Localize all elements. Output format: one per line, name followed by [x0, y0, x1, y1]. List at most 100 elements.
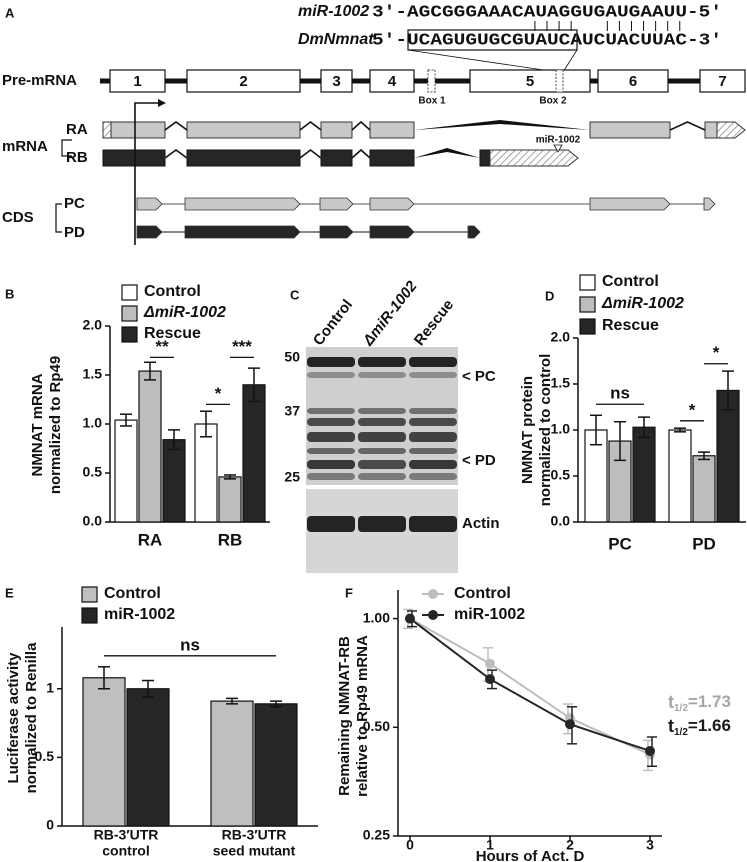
exon-number: 5: [526, 73, 534, 90]
cds-exon: [319, 197, 354, 211]
cds-label: PC: [64, 195, 85, 212]
data-point: [645, 745, 655, 756]
exon-rb: [369, 149, 415, 167]
isoform-label: RB: [66, 149, 88, 166]
x-tick-label: 1: [486, 837, 494, 853]
y-tick-label: 0.50: [363, 718, 390, 734]
significance-label: *: [689, 400, 696, 419]
legend-label: Control: [104, 585, 161, 602]
splice-junction: [669, 121, 706, 131]
y-tick-label: 2.0: [83, 317, 103, 333]
legend-label: Control: [454, 585, 511, 602]
exon: [186, 69, 301, 93]
splice-junction: [164, 121, 188, 131]
splice-junction: [299, 148, 322, 159]
zoom-line: [407, 49, 558, 73]
y-tick-label: 0.5: [83, 464, 103, 480]
legend-swatch: [579, 318, 596, 335]
y-axis-label: normalized to Rp49: [47, 356, 64, 494]
y-tick-label: 0.5: [551, 467, 571, 483]
band: [409, 460, 457, 469]
band: [358, 460, 406, 469]
band: [307, 516, 355, 532]
box-2: [555, 69, 564, 93]
bar: [126, 688, 170, 827]
x-tick-label: control: [102, 843, 149, 859]
band: [307, 418, 355, 426]
legend-swatch: [121, 305, 138, 322]
exon-ra: [320, 121, 353, 139]
cds-exon: [589, 197, 671, 211]
lane-label: Rescue: [411, 296, 457, 349]
exon: [320, 69, 353, 93]
legend-label: Control: [602, 273, 659, 290]
splice-junction: [351, 148, 371, 159]
exon-number: 3: [332, 73, 340, 90]
box-1: [427, 69, 436, 93]
mirna-name: miR-1002: [298, 3, 369, 20]
exon: [597, 69, 669, 93]
exons: 1 2 3 4 5 6 7: [109, 69, 746, 93]
cds-label: PD: [64, 224, 85, 241]
cds-exon: [467, 225, 481, 239]
splice-junction: [164, 149, 188, 159]
half-life-value: =1.66: [688, 716, 731, 735]
band: [409, 408, 457, 414]
bar: [82, 677, 126, 827]
data-point: [485, 658, 495, 669]
x-axis-label: Hours of Act. D: [476, 848, 585, 862]
legend-swatch: [121, 284, 138, 301]
panel-label: A: [5, 5, 15, 20]
x-tick-label: seed mutant: [213, 843, 296, 859]
row-label: Pre-mRNA: [2, 72, 77, 89]
series-line: [409, 617, 651, 756]
y-tick-label: 2.0: [551, 329, 571, 345]
tss-arrow: [134, 102, 158, 245]
exon: [369, 69, 415, 93]
band: [307, 460, 355, 469]
mirna-sequence: 3′-AGCGGGAAACAUAGGUGAUGAAUU-5′: [372, 3, 722, 22]
row-label: CDS: [2, 209, 34, 226]
bar: [632, 426, 656, 523]
y-tick-label: 1.5: [551, 375, 571, 391]
band: [409, 448, 457, 454]
legend-label: miR-1002: [104, 606, 175, 623]
exon-number: 6: [629, 73, 637, 90]
y-axis-label: NMNAT mRNA: [29, 373, 46, 476]
mw-marker: 37: [284, 403, 300, 419]
data-point: [565, 719, 575, 730]
significance-label: ***: [232, 337, 252, 356]
y-tick-label: 0.0: [551, 513, 571, 529]
panel-label: B: [5, 286, 14, 301]
lane-label: Control: [310, 296, 356, 348]
band: [358, 516, 406, 532]
cds-exon: [369, 225, 415, 239]
exon-rb: [186, 149, 301, 167]
band: [409, 432, 457, 442]
bar: [242, 384, 266, 523]
x-tick-label: RB-3′UTR: [94, 827, 159, 843]
band: [358, 473, 406, 480]
data-point: [405, 613, 415, 624]
target-name: DmNmnat: [298, 31, 374, 48]
x-tick-label: 3: [646, 837, 654, 853]
exon-ra: [110, 121, 166, 139]
half-life-label: t1/2=1.73: [668, 692, 731, 714]
legend-swatch: [579, 274, 596, 291]
splice-junction: [299, 120, 322, 131]
zoom-line: [562, 49, 578, 73]
half-life-subscript: 1/2: [674, 727, 688, 738]
legend-label: ΔmiR-1002: [143, 304, 226, 321]
y-tick-label: 1: [46, 679, 54, 695]
significance-label: **: [155, 337, 169, 356]
exon: [109, 69, 166, 93]
y-axis-label: NMNAT protein: [519, 376, 536, 484]
bracket: [55, 203, 62, 233]
bracket: [61, 139, 72, 157]
band: [358, 418, 406, 426]
mirna-site-label: miR-1002: [536, 135, 581, 146]
legend-swatch: [121, 326, 138, 343]
band: [307, 432, 355, 442]
cds-exon: [136, 197, 163, 211]
